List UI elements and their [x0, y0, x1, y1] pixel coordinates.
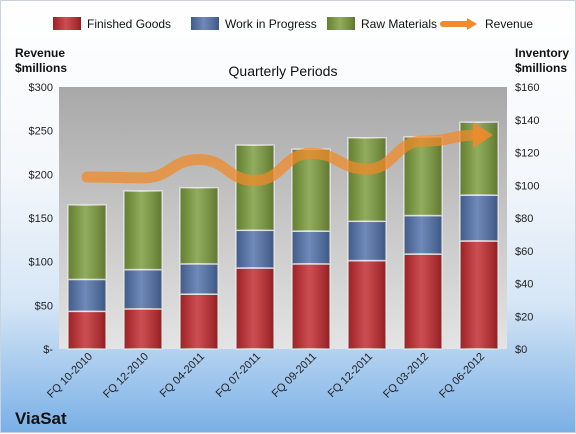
left-axis-tick-label: $200	[29, 169, 53, 181]
bar-finished-goods-shade	[180, 294, 218, 349]
right-axis-title: Inventory $millions	[515, 46, 569, 76]
left-axis-tick-label: $50	[35, 300, 53, 312]
left-axis-tick-label: $300	[29, 82, 53, 94]
x-axis-tick-label: FQ 06-2012	[437, 351, 487, 401]
x-axis-tick-label: FQ 03-2012	[381, 351, 431, 401]
right-axis-tick-label: $0	[515, 344, 527, 356]
right-axis-ticks: $0 $20 $40 $60 $80 $100 $120 $140 $160	[515, 82, 539, 356]
x-axis-tick-label: FQ 07-2011	[214, 351, 263, 400]
left-axis-tick-label: $250	[29, 126, 53, 138]
legend-work-in-progress-label: Work in Progress	[225, 17, 317, 31]
x-axis-tick-label: FQ 10-2010	[45, 351, 95, 401]
right-axis-tick-label: $20	[515, 311, 533, 323]
bar-work-in-progress-shade	[348, 221, 386, 261]
legend-revenue-arrow	[467, 18, 477, 30]
x-axis-tick-label: FQ 12-2011	[326, 351, 375, 400]
right-axis-title-line1: Inventory	[515, 46, 570, 60]
bar-finished-goods-shade	[68, 311, 106, 349]
legend-revenue-label: Revenue	[485, 17, 533, 31]
bar-raw-materials-shade	[292, 149, 330, 232]
bar-raw-materials-shade	[348, 137, 386, 222]
left-axis-tick-label: $-	[43, 344, 53, 356]
legend-finished-goods-label: Finished Goods	[87, 17, 171, 31]
bar-finished-goods-shade	[460, 240, 498, 349]
x-axis-tick-label: FQ 12-2010	[101, 351, 151, 401]
bar-finished-goods-shade	[236, 267, 274, 349]
x-axis-ticks: FQ 10-2010 FQ 12-2010 FQ 04-2011 FQ 07-2011…	[45, 351, 487, 401]
revenue-line-group	[81, 122, 493, 186]
right-axis-title-line2: $millions	[515, 61, 568, 75]
legend-work-in-progress-swatch-shade	[191, 17, 219, 30]
company-name: ViaSat	[15, 409, 67, 428]
bar-raw-materials-shade	[68, 204, 106, 280]
left-axis-title-line2: $millions	[15, 61, 68, 75]
legend-raw-materials-swatch-shade	[327, 17, 355, 30]
bar-work-in-progress-shade	[68, 279, 106, 312]
right-axis-tick-label: $160	[515, 82, 539, 94]
bar-finished-goods-shade	[348, 260, 386, 349]
right-axis-tick-label: $140	[515, 115, 539, 127]
chart-title: Quarterly Periods	[229, 63, 338, 79]
bar-work-in-progress-shade	[404, 215, 442, 255]
right-axis-tick-label: $120	[515, 148, 539, 160]
left-axis-title-line1: Revenue	[15, 46, 66, 60]
bar-finished-goods-shade	[404, 254, 442, 349]
bar-raw-materials-shade	[404, 136, 442, 216]
right-axis-tick-label: $40	[515, 279, 533, 291]
bar-work-in-progress-shade	[180, 263, 218, 295]
bar-finished-goods-shade	[292, 263, 330, 349]
bar-raw-materials-shade	[124, 190, 162, 270]
bar-raw-materials-shade	[180, 187, 218, 264]
left-axis-ticks: $- $50 $100 $150 $200 $250 $300	[29, 82, 54, 356]
right-axis-tick-label: $80	[515, 213, 533, 225]
bar-work-in-progress-shade	[292, 231, 330, 264]
bar-finished-goods-shade	[124, 308, 162, 349]
legend: Finished Goods Work in Progress Raw Materi…	[53, 17, 533, 31]
x-axis-tick-label: FQ 04-2011	[158, 351, 207, 400]
left-axis-title: Revenue $millions	[15, 46, 67, 76]
legend-finished-goods-swatch-shade	[53, 17, 81, 30]
bar-work-in-progress-shade	[236, 230, 274, 268]
revenue-line	[81, 129, 485, 186]
x-axis-tick-label: FQ 09-2011	[270, 351, 319, 400]
bar-work-in-progress-shade	[460, 195, 498, 241]
left-axis-tick-label: $100	[29, 257, 53, 269]
revenue-arrowhead	[473, 122, 493, 149]
bar-work-in-progress-shade	[124, 269, 162, 309]
left-axis-tick-label: $150	[29, 213, 53, 225]
right-axis-tick-label: $100	[515, 180, 539, 192]
bar-raw-materials-shade	[236, 145, 274, 231]
right-axis-tick-label: $60	[515, 246, 533, 258]
legend-raw-materials-label: Raw Materials	[361, 17, 437, 31]
